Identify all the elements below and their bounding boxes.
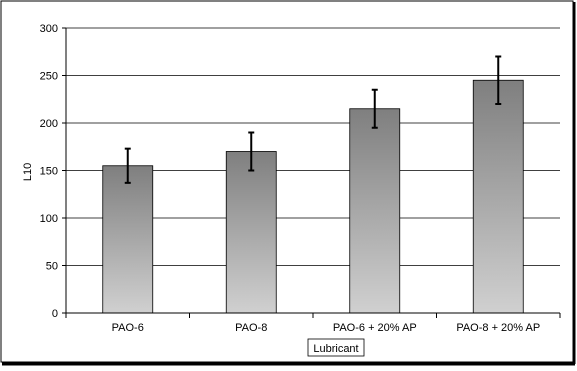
x-tick-label: PAO-6	[112, 322, 144, 334]
bar-3	[472, 79, 524, 314]
x-tick-labels: PAO-6 PAO-8 PAO-6 + 20% AP PAO-8 + 20% AP	[112, 322, 541, 334]
y-axis-label: L10	[22, 163, 34, 181]
error-bar-1	[248, 131, 255, 172]
error-bar-0	[124, 147, 131, 184]
y-tick-label: 200	[40, 118, 58, 130]
error-bar-2	[371, 88, 378, 129]
axes	[62, 27, 561, 318]
y-tick-label: 100	[40, 213, 58, 225]
bar-1	[225, 151, 277, 314]
y-tick-labels: 0 50 100 150 200 250 300	[40, 23, 58, 320]
error-bars	[124, 55, 502, 184]
x-axis-label-box	[307, 338, 365, 357]
y-tick-label: 250	[40, 71, 58, 83]
y-tick-label: 50	[46, 261, 58, 273]
x-tick-label: PAO-8	[235, 322, 267, 334]
bar-2	[349, 108, 401, 314]
bars	[102, 79, 524, 314]
y-tick-label: 0	[52, 308, 58, 320]
x-tick-label: PAO-6 + 20% AP	[333, 322, 417, 334]
x-axis-label: Lubricant	[313, 343, 358, 355]
x-tick-label: PAO-8 + 20% AP	[456, 322, 540, 334]
error-bar-3	[495, 55, 502, 105]
bar-0	[102, 165, 154, 314]
y-tick-label: 300	[40, 23, 58, 35]
y-tick-label: 150	[40, 166, 58, 178]
